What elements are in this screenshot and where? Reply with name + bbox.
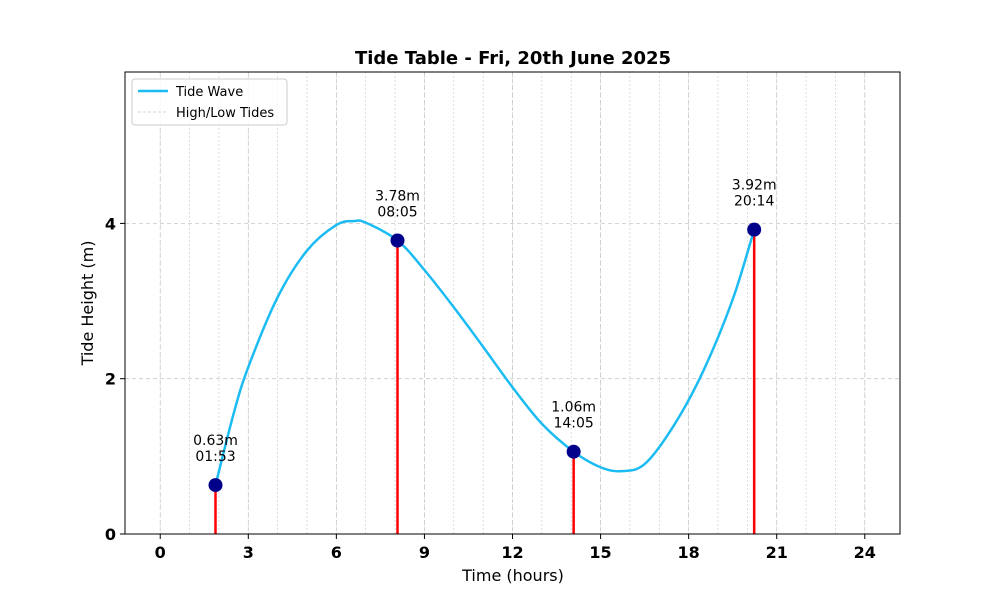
tide-marker [208, 478, 223, 493]
tide-annotation-time: 20:14 [734, 194, 774, 210]
x-tick-label: 24 [854, 543, 876, 562]
legend-entry-wave: Tide Wave [175, 85, 243, 100]
y-tick-label: 2 [105, 370, 116, 389]
x-tick-label: 18 [678, 543, 700, 562]
x-tick-label: 12 [501, 543, 523, 562]
x-axis-ticks: 0 3 6 9 12 15 18 21 24 [155, 534, 876, 562]
x-tick-label: 9 [419, 543, 430, 562]
legend: Tide Wave High/Low Tides [131, 78, 288, 126]
x-tick-label: 6 [331, 543, 342, 562]
tide-annotation-time: 14:05 [553, 416, 593, 432]
chart-title: Tide Table - Fri, 20th June 2025 [355, 48, 671, 69]
y-axis-label: Tide Height (m) [78, 241, 97, 367]
legend-entry-tides: High/Low Tides [176, 106, 274, 121]
x-tick-label: 3 [243, 543, 254, 562]
x-tick-label: 21 [766, 543, 788, 562]
tide-annotation-height: 3.78m [375, 188, 420, 204]
tide-marker [747, 222, 762, 237]
tide-annotation-time: 08:05 [377, 204, 417, 220]
legend-box [131, 78, 288, 126]
y-tick-label: 4 [105, 214, 116, 233]
tide-marker [390, 233, 405, 248]
x-tick-label: 0 [155, 543, 166, 562]
y-axis-ticks: 0 2 4 [105, 214, 125, 544]
tide-markers [208, 222, 762, 493]
x-axis-label: Time (hours) [461, 566, 564, 585]
grid-lines [125, 72, 900, 535]
y-tick-label: 0 [105, 525, 116, 544]
tide-wave-line [214, 219, 756, 486]
tide-marker [566, 444, 581, 459]
x-tick-label: 15 [589, 543, 611, 562]
tide-stems [214, 229, 756, 534]
tide-annotation-height: 1.06m [551, 400, 596, 416]
tide-annotation-time: 01:53 [195, 449, 235, 465]
tide-annotation-height: 3.92m [732, 178, 777, 194]
tide-annotation-height: 0.63m [193, 433, 238, 449]
